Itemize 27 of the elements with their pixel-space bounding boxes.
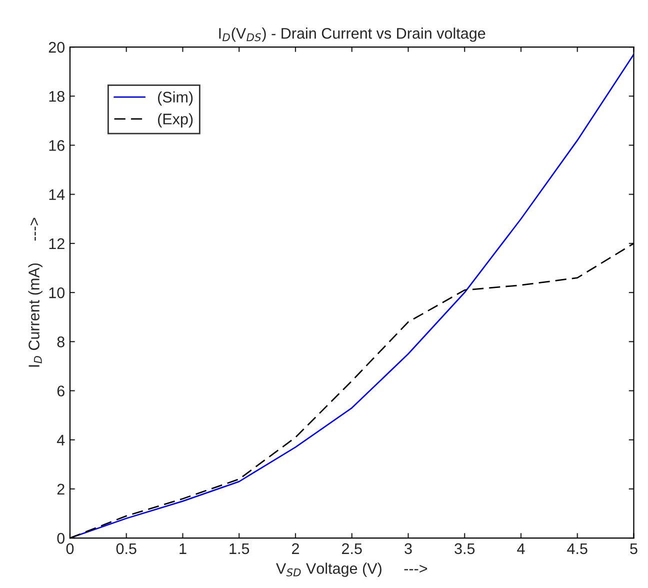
x-tick-label: 0 <box>66 543 74 554</box>
x-tick-label: 1.5 <box>230 543 250 554</box>
x-tick-label: 0.5 <box>116 543 136 554</box>
x-tick-label: 2.5 <box>342 543 362 554</box>
y-tick-label: 0 <box>57 532 65 544</box>
x-tick-label: 3 <box>404 543 412 554</box>
y-tick-label: 20 <box>48 42 65 53</box>
x-tick-label: 4 <box>517 543 525 554</box>
x-tick-label: 1 <box>180 543 186 554</box>
x-axis-title: V$_{SD}$ Voltage (V) ---> <box>276 562 428 577</box>
y-tick-label: 16 <box>49 140 64 151</box>
legend-label: (Sim) <box>158 91 193 106</box>
y-tick-label: 4 <box>56 434 65 446</box>
y-tick-label: 18 <box>49 91 64 102</box>
x-tick-label: 3.5 <box>454 543 475 554</box>
y-tick-label: 12 <box>49 238 64 249</box>
chart-title: I$_{D}$(V$_{DS}$) - Drain Current vs Drain voltage <box>219 28 486 42</box>
legend-label: (Exp) <box>158 113 193 128</box>
y-tick-label: 2 <box>57 484 64 494</box>
y-tick-label: 10 <box>49 287 65 298</box>
y-tick-label: 14 <box>49 189 65 200</box>
x-tick-label: 5 <box>630 543 638 554</box>
x-tick-label: 2 <box>292 543 299 554</box>
y-axis-title: I$_{D}$ Current (mA) ---> <box>28 218 42 367</box>
x-tick-label: 4.5 <box>567 543 588 554</box>
y-tick-label: 6 <box>57 386 64 396</box>
y-tick-label: 8 <box>57 336 64 348</box>
